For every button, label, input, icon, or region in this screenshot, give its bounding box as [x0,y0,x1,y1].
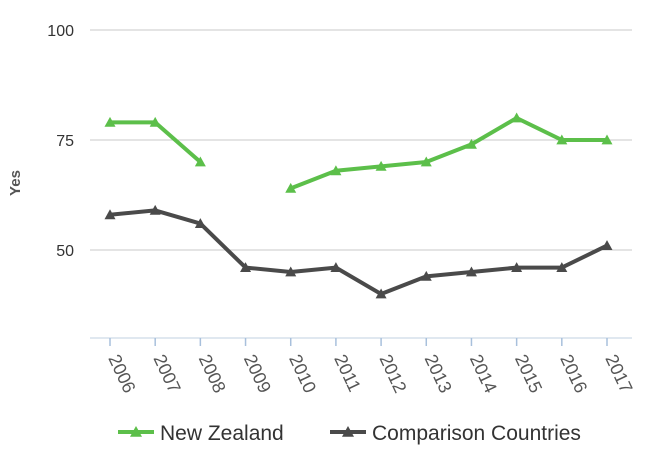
x-tick-label: 2014 [466,351,501,396]
data-point[interactable] [556,262,568,272]
data-point[interactable] [104,209,116,220]
x-tick-label: 2008 [195,351,230,396]
y-tick-label: 75 [56,133,74,150]
x-tick-label: 2017 [601,351,636,396]
data-point[interactable] [420,270,432,281]
legend-item[interactable]: New Zealand [118,422,284,445]
y-tick-label: 50 [56,243,74,260]
data-point[interactable] [194,156,206,167]
data-point[interactable] [511,112,523,123]
gridlines [90,29,632,251]
x-tick-label: 2015 [511,351,546,396]
data-point[interactable] [375,160,387,171]
legend-marker [342,426,354,437]
x-tick-label: 2016 [556,351,591,396]
series-line [290,116,607,191]
x-axis: 2006 2007 2008 2009 2010 2011 2012 2013 2014 2015… [90,337,636,396]
data-point[interactable] [556,134,568,145]
data-point[interactable] [149,116,161,127]
x-tick-label: 2010 [285,351,320,396]
data-point[interactable] [420,156,432,167]
data-point[interactable] [240,262,252,272]
x-tick-label: 2013 [421,351,456,396]
x-tick-label: 2006 [104,351,139,396]
y-axis-label: Yes [7,170,24,196]
x-tick-label: 2009 [240,351,275,396]
data-point[interactable] [194,218,206,228]
series-0 [104,112,613,193]
data-point[interactable] [601,240,613,250]
data-point[interactable] [104,116,116,127]
x-tick-label: 2011 [330,351,364,395]
y-tick-label: 100 [47,23,74,40]
data-point[interactable] [465,138,477,149]
data-point[interactable] [285,182,297,193]
data-point[interactable] [285,266,297,277]
data-point[interactable] [511,262,523,272]
series-line [110,120,202,164]
series-line [109,208,608,296]
legend-label: Comparison Countries [372,422,581,445]
legend-marker [130,426,142,437]
y-axis-ticks: 50 75 100 [47,23,74,260]
legend-item[interactable]: Comparison Countries [330,422,581,445]
data-point[interactable] [601,134,613,145]
data-point[interactable] [375,288,387,299]
data-point[interactable] [330,262,342,272]
x-tick-label: 2012 [375,351,410,396]
x-tick-label: 2007 [150,351,185,396]
series-1 [104,204,613,299]
series-group [104,112,613,299]
data-point[interactable] [330,165,342,176]
data-point[interactable] [465,266,477,277]
data-point[interactable] [149,204,161,215]
legend[interactable]: New Zealand Comparison Countries [118,422,581,445]
legend-label: New Zealand [160,422,284,445]
